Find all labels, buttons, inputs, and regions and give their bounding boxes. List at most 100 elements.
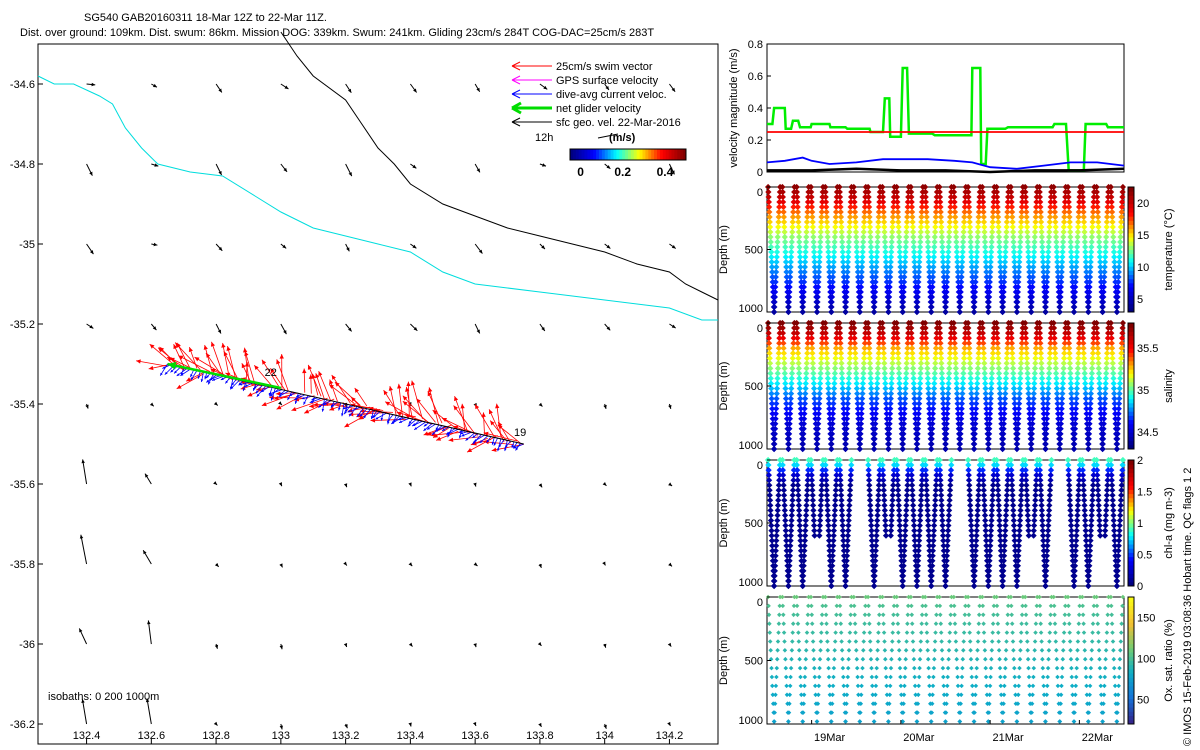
swim-vector (315, 373, 325, 400)
sfc-vector-head (671, 170, 675, 175)
sfc-vector-head (79, 628, 83, 633)
sfc-vector-head (412, 244, 417, 249)
colorbar-cell (680, 149, 684, 160)
swim-vector-head (344, 423, 350, 428)
swim-vector-head (291, 406, 297, 412)
isobath-label: isobaths: 0 200 1000m (48, 691, 159, 703)
sfc-vector-head (214, 644, 219, 649)
colorbar-cell (610, 149, 614, 160)
swim-vector (491, 443, 524, 451)
swim-vector-head (243, 347, 248, 353)
sfc-vector-head (89, 325, 94, 329)
salinity-colorbar-cell (1128, 436, 1134, 442)
chla-colorbar-cell (1128, 493, 1134, 499)
sfc-vector-head (606, 326, 611, 331)
temperature-colorbar-cell (1128, 278, 1134, 284)
chla-colorbar-cell (1128, 531, 1134, 537)
swim-vector-head (388, 385, 393, 391)
dac-vector-head (511, 444, 514, 448)
temperature-colorbar-cell (1128, 195, 1134, 200)
dac-vector-head (435, 427, 439, 431)
dac-vector-head (393, 419, 396, 423)
temperature-colorbar-cell (1128, 249, 1134, 255)
sfc-vector-head (538, 563, 542, 568)
velocity-ytick-label: 0.4 (748, 103, 763, 115)
sfc-vector-head (473, 643, 477, 648)
colorbar-cell (648, 149, 652, 160)
swim-vector-head (329, 406, 335, 411)
temperature-colorbar-tick-label: 10 (1137, 262, 1149, 274)
dac-vector-head (426, 427, 430, 430)
swim-vector (149, 343, 175, 366)
swim-vector-head (203, 344, 208, 350)
temperature-colorbar-cell (1128, 224, 1134, 230)
swim-vector-head (491, 447, 497, 452)
swim-vector (223, 351, 240, 383)
chla-colorbar-label: chl-a (mg m-3) (1163, 487, 1175, 559)
dac-vector-head (493, 442, 497, 446)
chla-colorbar-cell (1128, 539, 1134, 545)
swim-vector-head (427, 391, 432, 397)
sfc-vector-head (667, 721, 671, 726)
temperature-colorbar-cell (1128, 274, 1134, 280)
sfc-vector (146, 698, 152, 725)
salinity-colorbar-tick-label: 34.5 (1137, 427, 1158, 439)
temperature-ytick-label: 0 (757, 187, 763, 199)
dac-vector-head (504, 448, 507, 452)
colorbar-cell (575, 149, 580, 160)
swim-vector-head (308, 374, 314, 379)
map-ytick-label: -36.2 (10, 719, 35, 731)
sfc-vector-head (603, 643, 607, 648)
colorbar-cell (587, 149, 591, 160)
swim-vector (474, 404, 495, 437)
salinity-colorbar-cell (1128, 440, 1134, 446)
temperature-colorbar-label: temperature (°C) (1163, 208, 1175, 290)
salinity-colorbar-cell (1128, 352, 1134, 358)
salinity-colorbar-cell (1128, 423, 1134, 429)
sfc-vector-head (279, 563, 283, 568)
sfc-vector-head (284, 85, 289, 89)
salinity-colorbar-cell (1128, 344, 1134, 349)
sfc-vector-head (602, 561, 606, 566)
dac-vector-head (442, 428, 446, 431)
swim-vector-head (329, 384, 335, 389)
swim-vector-head (307, 364, 312, 370)
swim-vector-head (275, 391, 281, 396)
chla-colorbar-cell (1128, 544, 1134, 549)
colorbar-cell (645, 149, 649, 160)
swim-vector (307, 364, 322, 397)
salinity-colorbar-cell (1128, 335, 1134, 341)
salinity-colorbar-cell (1128, 390, 1134, 395)
swim-vector-head (176, 342, 181, 348)
colorbar-cell (613, 149, 617, 160)
swim-vector (222, 342, 231, 380)
swim-vector-head (385, 401, 391, 406)
swim-vector-head (186, 377, 192, 382)
sfc-vector-head (79, 534, 84, 539)
map-xtick-label: 133.4 (397, 730, 425, 742)
chla-colorbar-cell (1128, 460, 1134, 465)
sfc-vector-head (412, 164, 417, 169)
sfc-vector-head (602, 481, 607, 486)
chla-colorbar-cell (1128, 468, 1134, 474)
swim-vector-head (329, 379, 334, 385)
colorbar-cell (604, 149, 609, 160)
chla-ytick-label: 500 (745, 518, 763, 530)
temperature-colorbar-cell (1128, 287, 1134, 292)
sfc-vector (80, 534, 88, 565)
sfc-vector-head (145, 698, 150, 703)
sfc-vector-head (152, 83, 157, 88)
dac-vector-head (515, 447, 519, 451)
swim-vector-head (309, 404, 314, 409)
sfc-vector-head (473, 482, 477, 487)
swim-vector-head (241, 363, 246, 369)
sfc-vector-head (279, 645, 283, 650)
map-ytick-label: -36 (19, 639, 35, 651)
sfc-vector-head (152, 326, 157, 331)
colorbar-cell (572, 149, 577, 160)
chla-colorbar-cell (1128, 573, 1134, 579)
swim-vector-head (406, 381, 411, 387)
swim-vector-head (302, 368, 307, 374)
sfc-vector-head (81, 699, 85, 703)
